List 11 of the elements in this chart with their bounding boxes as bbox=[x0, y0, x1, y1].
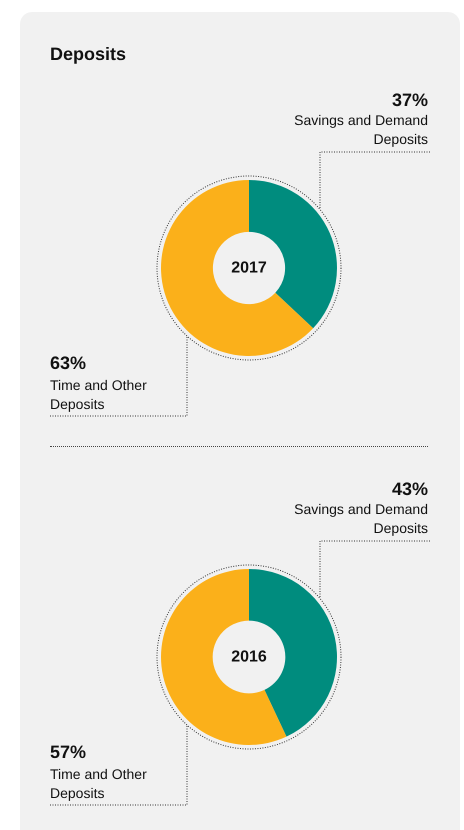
slice-label: Savings and Demand Deposits bbox=[294, 112, 428, 147]
data-label: 43% bbox=[392, 479, 428, 499]
slice-label: Time and Other Deposits bbox=[50, 377, 148, 412]
data-label: 57% bbox=[50, 742, 86, 762]
chart-title: Deposits bbox=[50, 44, 126, 64]
data-label: 63% bbox=[50, 353, 86, 373]
slice-label: Time and Other Deposits bbox=[50, 766, 148, 801]
slice-label: Savings and Demand Deposits bbox=[294, 501, 428, 536]
data-label: 37% bbox=[392, 90, 428, 110]
text: 2017 bbox=[231, 259, 267, 276]
text: 2016 bbox=[231, 648, 267, 666]
